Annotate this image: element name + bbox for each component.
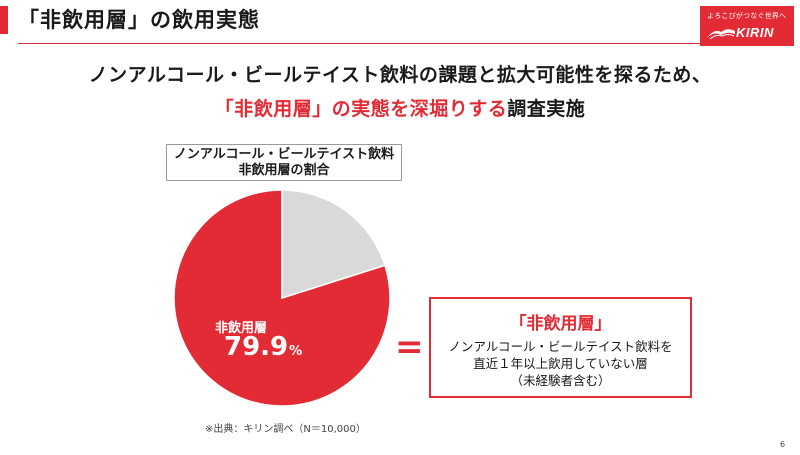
definition-box: 「非飲用層」 ノンアルコール・ビールテイスト飲料を 直近１年以上飲用していない層… bbox=[429, 297, 692, 398]
headline-line-2: 「非飲用層」の実態を深堀りする調査実施 bbox=[0, 94, 800, 121]
chart-title-box: ノンアルコール・ビールテイスト飲料 非飲用層の割合 bbox=[166, 144, 402, 181]
pie-slice-0 bbox=[173, 189, 391, 407]
slice-category-label: 非飲用層 bbox=[215, 321, 268, 336]
logo-brand-name: KIRIN bbox=[736, 25, 774, 40]
slice-value-label: 79.9% bbox=[224, 332, 302, 362]
equals-sign: = bbox=[395, 327, 424, 367]
headline-line-1: ノンアルコール・ビールテイスト飲料の課題と拡大可能性を探るため、 bbox=[88, 64, 712, 86]
definition-title: 「非飲用層」 bbox=[509, 314, 612, 334]
chart-title-line-2: 非飲用層の割合 bbox=[238, 163, 330, 178]
slice-value-unit: % bbox=[289, 344, 303, 359]
logo-tagline: よろこびがつなぐ世界へ bbox=[707, 12, 787, 20]
slide-title: 「非飲用層」の飲用実態 bbox=[18, 8, 260, 32]
pie-slice-1 bbox=[281, 189, 386, 300]
pie-chart bbox=[173, 189, 391, 407]
definition-line-1: ノンアルコール・ビールテイスト飲料を bbox=[448, 339, 673, 354]
title-accent-bar bbox=[0, 6, 8, 34]
slice-value: 79.9 bbox=[224, 332, 289, 362]
source-note: ※出典：キリン調べ（N＝10,000） bbox=[205, 424, 366, 435]
headline-highlight: 「非飲用層」の実態を深堀りする bbox=[214, 98, 508, 120]
headline-rest: 調査実施 bbox=[507, 98, 586, 120]
page-number: 6 bbox=[780, 440, 786, 449]
definition-line-2: 直近１年以上飲用していない層 bbox=[473, 356, 648, 371]
kirin-logo: よろこびがつなぐ世界へ KIRIN bbox=[700, 6, 794, 46]
kirin-emblem-icon bbox=[707, 29, 735, 40]
chart-title-line-1: ノンアルコール・ビールテイスト飲料 bbox=[173, 147, 395, 162]
definition-line-3: （未経験者含む） bbox=[510, 373, 611, 388]
title-divider bbox=[18, 43, 706, 44]
